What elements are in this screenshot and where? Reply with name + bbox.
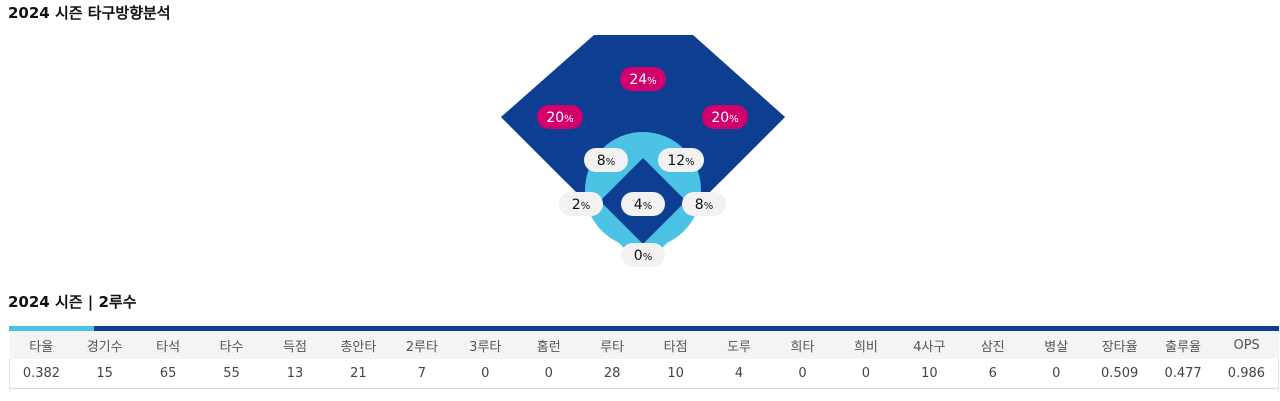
zone-badge-cf: 24% — [620, 67, 666, 91]
zone-percent-label: 2% — [572, 197, 590, 213]
stat-header: 홈런 — [517, 331, 581, 359]
stat-header: OPS — [1214, 331, 1279, 359]
stat-value: 10 — [643, 359, 708, 389]
zone-badge-1b: 8% — [682, 192, 726, 216]
table-top-bar — [9, 326, 1279, 331]
stat-header: 병살 — [1024, 331, 1088, 359]
stat-value: 0.509 — [1087, 359, 1152, 389]
season-position-title: 2024 시즌 | 2루수 — [8, 293, 137, 311]
stat-header: 도루 — [707, 331, 771, 359]
stats-value-row: 0.382 15 65 55 13 21 7 0 0 28 10 4 0 0 10 6 0 0.509 0.477 0… — [8, 359, 1279, 389]
zone-percent-label: 24% — [629, 72, 656, 88]
stat-value: 6 — [961, 359, 1025, 389]
stat-value: 28 — [580, 359, 644, 389]
stat-value: 21 — [326, 359, 391, 389]
stat-value: 0 — [1024, 359, 1088, 389]
stat-value: 0 — [770, 359, 835, 389]
stat-header: 타수 — [199, 331, 264, 359]
stat-value: 0.986 — [1214, 359, 1279, 389]
zone-percent-label: 20% — [546, 110, 573, 126]
zone-badge-3b: 2% — [559, 192, 603, 216]
stat-value: 0.477 — [1151, 359, 1215, 389]
stat-header: 3루타 — [453, 331, 517, 359]
zone-badge-bg — [620, 67, 666, 91]
hit-direction-field: 24% 20% 20% 8% 12% 2% 4% 8% 0% — [501, 35, 785, 267]
stat-header: 희타 — [770, 331, 835, 359]
stat-value: 4 — [707, 359, 771, 389]
zone-badge-bg — [658, 148, 704, 172]
stat-value: 65 — [136, 359, 200, 389]
zone-badge-rf: 20% — [702, 105, 748, 129]
zone-badge-bg — [621, 243, 665, 267]
stat-header: 루타 — [580, 331, 644, 359]
stats-table-container: 타율 경기수 타석 타수 득점 총안타 2루타 3루타 홈런 루타 타점 도루 희타 희비 4사구 삼진 병살 장… — [8, 326, 1279, 389]
hit-direction-title: 2024 시즌 타구방향분석 — [8, 4, 171, 22]
zone-badge-ss: 8% — [584, 148, 628, 172]
stat-header: 희비 — [834, 331, 898, 359]
zone-percent-label: 8% — [597, 153, 615, 169]
zone-badge-bg — [621, 192, 665, 216]
stat-header: 타석 — [136, 331, 200, 359]
stat-header: 총안타 — [326, 331, 391, 359]
stat-header: 4사구 — [897, 331, 962, 359]
zone-badge-lf: 20% — [537, 105, 583, 129]
stat-header: 타율 — [9, 331, 73, 359]
stat-value: 7 — [390, 359, 454, 389]
stat-value: 13 — [263, 359, 327, 389]
stats-table: 타율 경기수 타석 타수 득점 총안타 2루타 3루타 홈런 루타 타점 도루 희타 희비 4사구 삼진 병살 장… — [8, 331, 1279, 389]
stat-header: 경기수 — [72, 331, 137, 359]
zone-badge-2b: 12% — [658, 148, 704, 172]
stat-value: 0 — [517, 359, 581, 389]
zone-percent-label: 12% — [667, 153, 694, 169]
zone-badge-c: 0% — [621, 243, 665, 267]
stat-value: 55 — [199, 359, 264, 389]
stat-value: 0.382 — [8, 359, 73, 389]
stat-header: 장타율 — [1087, 331, 1152, 359]
outfield-lower-right — [720, 117, 785, 182]
stat-value: 0 — [834, 359, 898, 389]
zone-badge-bg — [702, 105, 748, 129]
zone-percent-label: 0% — [634, 248, 652, 264]
zone-badge-bg — [584, 148, 628, 172]
zone-percent-label: 20% — [711, 110, 738, 126]
zone-badge-bg — [559, 192, 603, 216]
stat-header: 출루율 — [1151, 331, 1215, 359]
outfield-lower-left — [501, 117, 566, 182]
zone-percent-label: 8% — [695, 197, 713, 213]
stats-header-row: 타율 경기수 타석 타수 득점 총안타 2루타 3루타 홈런 루타 타점 도루 희타 희비 4사구 삼진 병살 장… — [9, 331, 1279, 359]
stat-header: 득점 — [263, 331, 327, 359]
stat-value: 10 — [897, 359, 962, 389]
zone-badge-bg — [537, 105, 583, 129]
stat-value: 15 — [72, 359, 137, 389]
zone-percent-label: 4% — [634, 197, 652, 213]
stat-header: 타점 — [643, 331, 708, 359]
stat-value: 0 — [453, 359, 517, 389]
stat-header: 2루타 — [390, 331, 454, 359]
zone-badge-bg — [682, 192, 726, 216]
zone-badge-mound: 4% — [621, 192, 665, 216]
stat-header: 삼진 — [961, 331, 1025, 359]
table-top-accent — [9, 326, 94, 331]
